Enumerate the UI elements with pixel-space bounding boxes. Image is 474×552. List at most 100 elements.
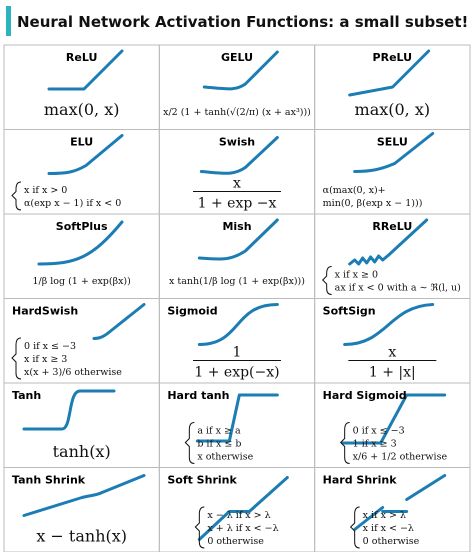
- function-name: Swish: [219, 136, 255, 149]
- function-name: Mish: [222, 220, 251, 233]
- formula-line: b if x ≤ b: [197, 439, 241, 450]
- cell: Hard Shrink x if x > λ x if x < −λ 0 otherw…: [314, 467, 471, 552]
- formula-denominator: 1 + exp −x: [198, 196, 277, 212]
- cell: RReLU x if x ≥ 0 ax if x < 0 with a ∼ ℜ(l,…: [314, 213, 471, 299]
- function-name: Tanh Shrink: [12, 474, 86, 487]
- title-accent: [6, 6, 11, 36]
- curve: [47, 134, 124, 175]
- formula-line: x if x ≥ 3: [24, 354, 67, 365]
- function-name: Hard Shrink: [323, 474, 398, 487]
- formula-line: x otherwise: [197, 452, 253, 463]
- formula-numerator: x: [388, 345, 396, 361]
- formula-line: 1 if x ≥ 3: [353, 439, 397, 450]
- curve: [197, 218, 279, 261]
- formula: x tanh(1/β log (1 + exp(βx))): [169, 276, 305, 287]
- function-name: SoftSign: [323, 305, 376, 318]
- curve: [353, 132, 435, 173]
- curve: [92, 303, 146, 340]
- curve: [22, 474, 146, 517]
- function-name: HardSwish: [12, 305, 78, 318]
- cell: ELU x if x > 0 α(exp x − 1) if x < 0: [3, 129, 160, 215]
- cell: SELU α(max(0, x)+ min(0, β(exp x − 1))): [314, 129, 471, 215]
- formula-line: a if x ≥ a: [197, 426, 241, 437]
- curve: [199, 136, 279, 175]
- cell: Tanh Shrink x − tanh(x): [3, 467, 160, 552]
- brace: [349, 506, 360, 549]
- curve: [195, 393, 279, 443]
- curve: [348, 49, 431, 97]
- formula-line: 0 otherwise: [207, 536, 264, 547]
- formula-line: x + λ if x < −λ: [207, 523, 278, 534]
- formula-line: x if x > 0: [24, 185, 67, 196]
- formula: tanh(x): [53, 442, 111, 461]
- curve: [341, 393, 447, 445]
- function-name: Hard tanh: [167, 389, 229, 402]
- function-name: PReLU: [373, 51, 413, 64]
- cell: Mish x tanh(1/β log (1 + exp(βx))): [158, 213, 316, 299]
- cell-border: [314, 467, 471, 552]
- brace: [339, 422, 350, 464]
- function-name: Hard Sigmoid: [323, 389, 407, 402]
- formula: x/2 (1 + tanh(√(2/π) (x + ax³))): [163, 107, 311, 118]
- brace: [11, 181, 22, 211]
- function-name: Tanh: [12, 389, 41, 402]
- cell: ReLU max(0, x): [3, 44, 160, 130]
- formula-numerator: x: [233, 176, 241, 192]
- formula: max(0, x): [355, 100, 431, 119]
- formula-line: x if x ≥ 0: [335, 270, 378, 281]
- cell: Sigmoid 1 1 + exp(−x): [158, 298, 316, 384]
- function-name: ReLU: [66, 51, 97, 64]
- cell: Hard tanh a if x ≥ a b if x ≤ b x otherwise: [158, 382, 316, 468]
- curve: [197, 303, 279, 346]
- function-name: SELU: [377, 136, 408, 149]
- function-name: Soft Shrink: [167, 474, 237, 487]
- formula: x − tanh(x): [36, 527, 127, 546]
- function-name: GELU: [221, 51, 253, 64]
- formula-line: x(x + 3)/6 otherwise: [24, 367, 122, 378]
- formula-line: min(0, β(exp x − 1))): [323, 198, 423, 209]
- cell: Hard Sigmoid 0 if x ≤ −3 1 if x ≥ 3 x/6 + 1…: [314, 382, 471, 468]
- brace: [11, 337, 22, 380]
- formula: max(0, x): [44, 100, 120, 119]
- formula-denominator: 1 + |x|: [369, 365, 416, 381]
- formula-line: x if x > λ: [363, 510, 406, 521]
- curve: [348, 218, 429, 266]
- function-name: ELU: [70, 136, 93, 149]
- formula-line: α(max(0, x)+: [323, 185, 386, 196]
- formula: 1/β log (1 + exp(βx)): [32, 276, 130, 287]
- cell: PReLU max(0, x): [314, 44, 471, 130]
- formula-line: 0 otherwise: [363, 536, 420, 547]
- formula-line: x − λ if x > λ: [207, 510, 270, 521]
- cell: Soft Shrink x − λ if x > λ x + λ if x < −λ…: [158, 467, 316, 552]
- cell: SoftPlus 1/β log (1 + exp(βx)): [3, 213, 160, 299]
- formula-line: 0 if x ≤ −3: [24, 341, 76, 352]
- brace: [184, 422, 195, 464]
- formula-line: x if x < −λ: [363, 523, 414, 534]
- brace: [194, 506, 205, 549]
- cell: GELU x/2 (1 + tanh(√(2/π) (x + ax³))): [158, 44, 316, 130]
- curve: [353, 474, 447, 531]
- function-name: RReLU: [372, 220, 412, 233]
- cell: HardSwish 0 if x ≤ −3 x if x ≥ 3 x(x + 3)/6…: [3, 298, 160, 384]
- function-name: Sigmoid: [167, 305, 217, 318]
- formula-line: α(exp x − 1) if x < 0: [24, 198, 121, 209]
- formula-line: ax if x < 0 with a ∼ ℜ(l, u): [335, 283, 461, 294]
- curve: [343, 303, 435, 346]
- curve: [202, 50, 279, 91]
- formula-line: x/6 + 1/2 otherwise: [353, 452, 448, 463]
- curve: [47, 49, 124, 91]
- cell: Swish x 1 + exp −x: [158, 129, 316, 215]
- cell: SoftSign x 1 + |x|: [314, 298, 471, 384]
- formula-numerator: 1: [233, 345, 242, 361]
- curve: [22, 389, 116, 431]
- curve: [197, 476, 289, 541]
- cell: Tanh tanh(x): [3, 382, 160, 468]
- brace: [321, 266, 332, 295]
- function-name: SoftPlus: [56, 220, 108, 233]
- formula-line: 0 if x ≤ −3: [353, 426, 405, 437]
- title: Neural Network Activation Functions: a s…: [17, 13, 468, 31]
- formula-denominator: 1 + exp(−x): [194, 365, 279, 381]
- curve: [37, 220, 124, 266]
